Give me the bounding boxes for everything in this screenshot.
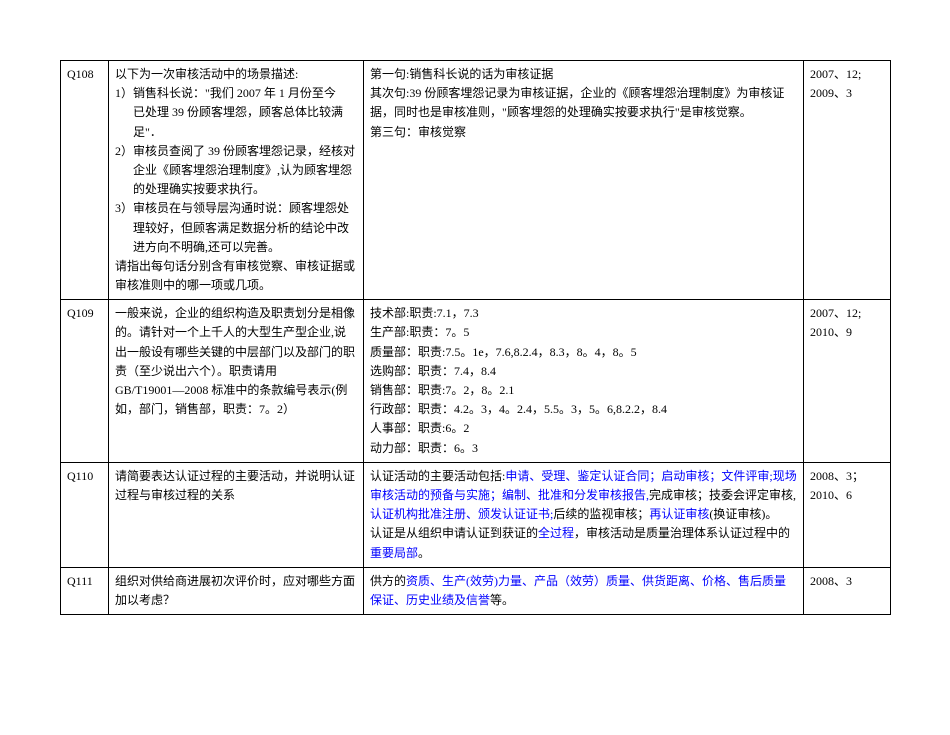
highlight-text: 认证机构批准注册、颁发认证证书; [370,507,553,521]
question-cell: 请简要表达认证过程的主要活动，并说明认证过程与审核过程的关系 [109,462,364,567]
row-id: Q109 [61,300,109,463]
question-text: 组织对供给商进展初次评价时，应对哪些方面加以考虑？ [115,572,357,610]
year-cell: 2008、3；2010、6 [804,462,891,567]
qa-table: Q108以下为一次审核活动中的场景描述:1）销售科长说："我们 2007 年 1… [60,60,891,615]
question-item-line: 已处理 39 份顾客埋怨，顾客总体比较满足"． [115,103,357,141]
year-cell: 2007、12; 2010、9 [804,300,891,463]
highlight-text: 申请、受理、鉴定认证合同；启动审核；文件评审; [505,469,772,483]
table-row: Q111组织对供给商进展初次评价时，应对哪些方面加以考虑？ 供方的资质、生产(效劳… [61,567,891,614]
answer-text: 。 [418,546,430,560]
answer-line: 销售部：职责:7。2，8。2.1 [370,381,797,400]
answer-cell: 认证活动的主要活动包括:申请、受理、鉴定认证合同；启动审核；文件评审;现场审核活… [364,462,804,567]
answer-line: 质量部：职责:7.5。1e，7.6,8.2.4，8.3，8。4，8。5 [370,343,797,362]
answer-line: 生产部:职责：7。5 [370,323,797,342]
question-cell: 以下为一次审核活动中的场景描述:1）销售科长说："我们 2007 年 1 月份至… [109,61,364,300]
answer-line: 行政部：职责：4.2。3，4。2.4，5.5。3，5。6,8.2.2，8.4 [370,400,797,419]
answer-text: ，审核活动是质量治理体系认证过程中的 [574,526,790,540]
answer-cell: 供方的资质、生产(效劳)力量、产品（效劳）质量、供货距离、价格、售后质量保证、历… [364,567,804,614]
question-cell: 一般来说，企业的组织构造及职责划分是相像的。请针对一个上千人的大型生产型企业,说… [109,300,364,463]
answer-line: 人事部：职责:6。2 [370,419,797,438]
answer-text: 后续的监视审核； [553,507,649,521]
answer-text: 等。 [490,593,514,607]
question-item-line: 2）审核员查阅了 39 份顾客埋怨记录，经核对企业《顾客埋怨治理制度》,认为顾客… [115,142,357,200]
answer-cell: 技术部:职责:7.1，7.3生产部:职责：7。5质量部：职责:7.5。1e，7.… [364,300,804,463]
answer-text: 认证是从组织申请认证到获证的 [370,526,538,540]
qa-tbody: Q108以下为一次审核活动中的场景描述:1）销售科长说："我们 2007 年 1… [61,61,891,615]
answer-line: 其次句:39 份顾客埋怨记录为审核证据，企业的《顾客埋怨治理制度》为审核证据，同… [370,84,797,122]
question-tail: 请指出每句话分别含有审核觉察、审核证据或审核准则中的哪一项或几项。 [115,257,357,295]
row-id: Q108 [61,61,109,300]
question-item-line: 1）销售科长说："我们 2007 年 1 月份至今 [115,84,357,103]
answer-text: 完成审核；技委会评定审核, [649,488,796,502]
answer-text: (换证审核)。 [709,507,777,521]
answer-line: 第一句:销售科长说的话为审核证据 [370,65,797,84]
year-cell: 2008、3 [804,567,891,614]
highlight-text: 再认证审核 [649,507,709,521]
answer-line: 供方的资质、生产(效劳)力量、产品（效劳）质量、供货距离、价格、售后质量保证、历… [370,572,797,610]
answer-line: 认证是从组织申请认证到获证的全过程，审核活动是质量治理体系认证过程中的重要局部。 [370,524,797,562]
answer-text: 供方的 [370,574,406,588]
table-row: Q110请简要表达认证过程的主要活动，并说明认证过程与审核过程的关系认证活动的主… [61,462,891,567]
answer-line: 第三句：审核觉察 [370,123,797,142]
answer-line: 技术部:职责:7.1，7.3 [370,304,797,323]
row-id: Q111 [61,567,109,614]
answer-line: 选购部：职责：7.4，8.4 [370,362,797,381]
table-row: Q109一般来说，企业的组织构造及职责划分是相像的。请针对一个上千人的大型生产型… [61,300,891,463]
highlight-text: 资质、生产(效劳)力量、产品（效劳）质量、供货距离、价格、售后质量保证、历史业绩… [370,574,786,607]
question-item-line: 3）审核员在与领导层沟通时说：顾客埋怨处理较好，但顾客满足数据分析的结论中改进方… [115,199,357,257]
highlight-text: 全过程 [538,526,574,540]
question-intro: 以下为一次审核活动中的场景描述: [115,65,357,84]
question-cell: 组织对供给商进展初次评价时，应对哪些方面加以考虑？ [109,567,364,614]
row-id: Q110 [61,462,109,567]
answer-cell: 第一句:销售科长说的话为审核证据其次句:39 份顾客埋怨记录为审核证据，企业的《… [364,61,804,300]
year-cell: 2007、12; 2009、3 [804,61,891,300]
question-text: 一般来说，企业的组织构造及职责划分是相像的。请针对一个上千人的大型生产型企业,说… [115,304,357,419]
answer-text: 认证活动的主要活动包括: [370,469,505,483]
table-row: Q108以下为一次审核活动中的场景描述:1）销售科长说："我们 2007 年 1… [61,61,891,300]
highlight-text: 重要局部 [370,546,418,560]
answer-line: 认证活动的主要活动包括:申请、受理、鉴定认证合同；启动审核；文件评审;现场审核活… [370,467,797,525]
answer-line: 动力部：职责：6。3 [370,439,797,458]
question-text: 请简要表达认证过程的主要活动，并说明认证过程与审核过程的关系 [115,467,357,505]
